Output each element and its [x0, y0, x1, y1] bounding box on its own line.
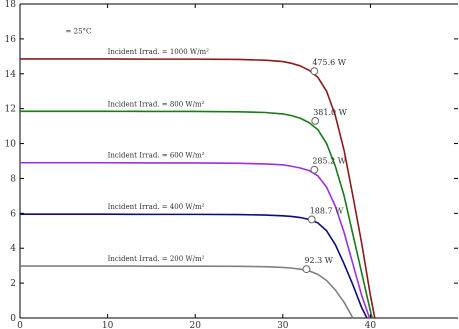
iv-curve-series-2 — [20, 161, 371, 319]
plot-frame — [19, 3, 458, 319]
power-label-series-2: 285.2 W — [312, 157, 346, 166]
x-tick-label: 20 — [189, 321, 201, 329]
power-label-series-4: 92.3 W — [304, 256, 333, 265]
iv-curve-series-1 — [20, 110, 373, 319]
y-tick-label: 8 — [10, 174, 16, 184]
markers — [302, 67, 320, 274]
mpp-marker-series-4 — [302, 265, 311, 274]
labels: = 25°C Incident Irrad. = 1000 W/m² 475.6 W… — [66, 28, 348, 265]
y-tick-label: 0 — [10, 314, 16, 324]
y-tick-label: 16 — [5, 35, 17, 45]
x-tick-label: 0 — [17, 321, 23, 329]
y-tick-label: 12 — [5, 105, 16, 115]
y-tick-label: 18 — [5, 0, 17, 10]
irradiance-label-series-3: Incident Irrad. = 400 W/m² — [108, 203, 205, 211]
irradiance-label-series-0: Incident Irrad. = 1000 W/m² — [108, 48, 209, 56]
iv-curve-series-3 — [20, 213, 368, 319]
y-tick-label: 10 — [5, 140, 17, 150]
power-label-series-1: 381.0 W — [313, 108, 347, 117]
y-tick-label: 4 — [10, 244, 16, 254]
iv-curve-series-0 — [20, 58, 376, 319]
power-label-series-0: 475.6 W — [312, 58, 346, 67]
y-tick-label: 2 — [10, 279, 16, 289]
irradiance-label-series-2: Incident Irrad. = 600 W/m² — [108, 152, 205, 160]
mpp-marker-series-2 — [310, 165, 319, 174]
y-tick-label: 6 — [10, 209, 16, 219]
x-tick-label: 10 — [102, 321, 114, 329]
power-label-series-3: 188.7 W — [310, 206, 344, 215]
mpp-marker-series-1 — [311, 116, 320, 125]
mpp-marker-series-3 — [307, 215, 316, 224]
temperature-label: = 25°C — [66, 28, 92, 36]
x-tick-label: 40 — [365, 321, 377, 329]
mpp-marker-series-0 — [310, 67, 319, 76]
axes: 0 2 4 6 8 10 12 14 16 18 0 10 20 30 40 — [5, 0, 458, 329]
curves — [20, 58, 376, 319]
irradiance-label-series-1: Incident Irrad. = 800 W/m² — [108, 100, 205, 108]
irradiance-label-series-4: Incident Irrad. = 200 W/m² — [108, 255, 205, 263]
x-tick-label: 30 — [277, 321, 289, 329]
y-tick-label: 14 — [5, 70, 17, 80]
iv-curve-series-4 — [20, 265, 354, 319]
